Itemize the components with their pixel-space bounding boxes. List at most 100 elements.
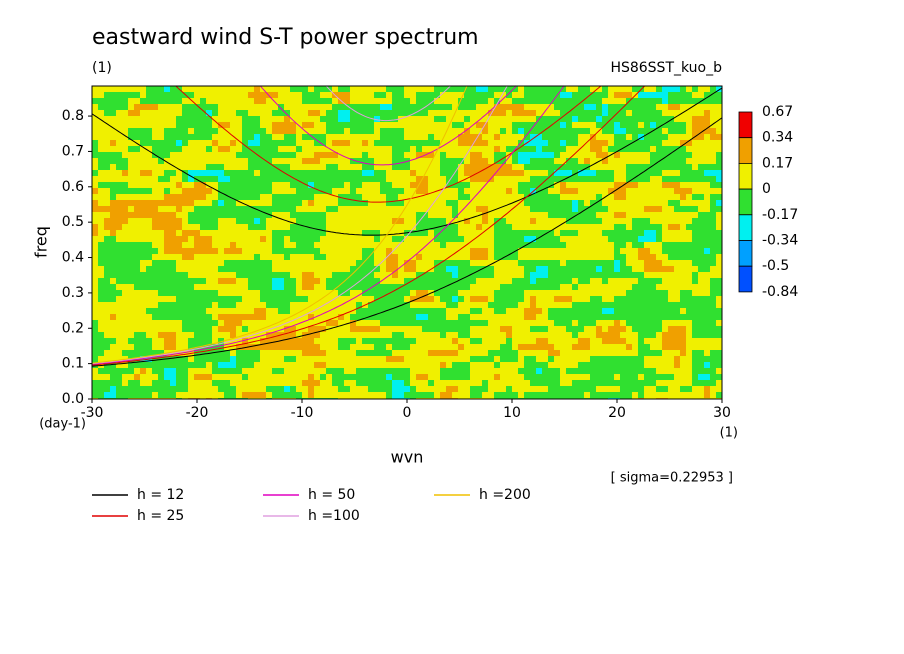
field-cell xyxy=(254,236,261,243)
field-cell xyxy=(644,194,651,201)
field-cell xyxy=(518,242,525,249)
field-cell xyxy=(356,290,363,297)
field-cell xyxy=(404,254,411,261)
field-cell xyxy=(200,314,207,321)
field-cell xyxy=(206,152,213,159)
field-cell xyxy=(200,92,207,99)
field-cell xyxy=(650,362,657,369)
field-cell xyxy=(170,86,177,93)
field-cell xyxy=(458,164,465,171)
field-cell xyxy=(278,146,285,153)
field-cell xyxy=(446,212,453,219)
field-cell xyxy=(482,122,489,129)
field-cell xyxy=(716,296,722,303)
field-cell xyxy=(542,218,549,225)
field-cell xyxy=(698,218,705,225)
field-cell xyxy=(398,332,405,339)
field-cell xyxy=(326,278,333,285)
field-cell xyxy=(470,356,477,363)
field-cell xyxy=(122,170,129,177)
field-cell xyxy=(296,176,303,183)
field-cell xyxy=(656,308,663,315)
field-cell xyxy=(638,296,645,303)
field-cell xyxy=(614,308,621,315)
field-cell xyxy=(440,326,447,333)
field-cell xyxy=(254,86,261,93)
field-cell xyxy=(644,248,651,255)
field-cell xyxy=(542,296,549,303)
field-cell xyxy=(398,182,405,189)
field-cell xyxy=(632,206,639,213)
field-cell xyxy=(416,320,423,327)
field-cell xyxy=(512,86,519,93)
field-cell xyxy=(236,272,243,279)
field-cell xyxy=(410,320,417,327)
field-cell xyxy=(584,110,591,117)
field-cell xyxy=(122,122,129,129)
field-cell xyxy=(680,290,687,297)
field-cell xyxy=(302,236,309,243)
field-cell xyxy=(578,332,585,339)
field-cell xyxy=(338,110,345,117)
field-cell xyxy=(422,98,429,105)
field-cell xyxy=(116,110,123,117)
field-cell xyxy=(146,260,153,267)
field-cell xyxy=(560,140,567,147)
field-cell xyxy=(542,164,549,171)
field-cell xyxy=(224,356,231,363)
field-cell xyxy=(560,104,567,111)
field-cell xyxy=(356,164,363,171)
field-cell xyxy=(338,356,345,363)
field-cell xyxy=(596,248,603,255)
field-cell xyxy=(440,344,447,351)
field-cell xyxy=(614,296,621,303)
field-cell xyxy=(404,284,411,291)
field-cell xyxy=(146,170,153,177)
field-cell xyxy=(188,344,195,351)
field-cell xyxy=(116,260,123,267)
field-cell xyxy=(698,116,705,123)
field-cell xyxy=(242,254,249,261)
field-cell xyxy=(674,200,681,207)
field-cell xyxy=(284,272,291,279)
field-cell xyxy=(572,362,579,369)
field-cell xyxy=(98,194,105,201)
field-cell xyxy=(464,224,471,231)
field-cell xyxy=(656,146,663,153)
field-cell xyxy=(494,356,501,363)
field-cell xyxy=(116,308,123,315)
field-cell xyxy=(692,332,699,339)
field-cell xyxy=(164,296,171,303)
field-cell xyxy=(500,122,507,129)
field-cell xyxy=(506,206,513,213)
field-cell xyxy=(242,134,249,141)
field-cell xyxy=(542,314,549,321)
field-cell xyxy=(122,212,129,219)
field-cell xyxy=(236,296,243,303)
field-cell xyxy=(206,254,213,261)
field-cell xyxy=(590,284,597,291)
field-cell xyxy=(194,296,201,303)
field-cell xyxy=(440,362,447,369)
field-cell xyxy=(230,314,237,321)
field-cell xyxy=(506,320,513,327)
field-cell xyxy=(650,176,657,183)
field-cell xyxy=(452,212,459,219)
field-cell xyxy=(650,212,657,219)
field-cell xyxy=(284,308,291,315)
field-cell xyxy=(584,134,591,141)
field-cell xyxy=(428,368,435,375)
field-cell xyxy=(206,344,213,351)
field-cell xyxy=(392,164,399,171)
field-cell xyxy=(668,104,675,111)
field-cell xyxy=(662,110,669,117)
field-cell xyxy=(350,110,357,117)
field-cell xyxy=(152,182,159,189)
field-cell xyxy=(374,206,381,213)
field-cell xyxy=(302,170,309,177)
field-cell xyxy=(524,230,531,237)
field-cell xyxy=(164,176,171,183)
field-cell xyxy=(362,92,369,99)
field-cell xyxy=(206,266,213,273)
field-cell xyxy=(698,296,705,303)
